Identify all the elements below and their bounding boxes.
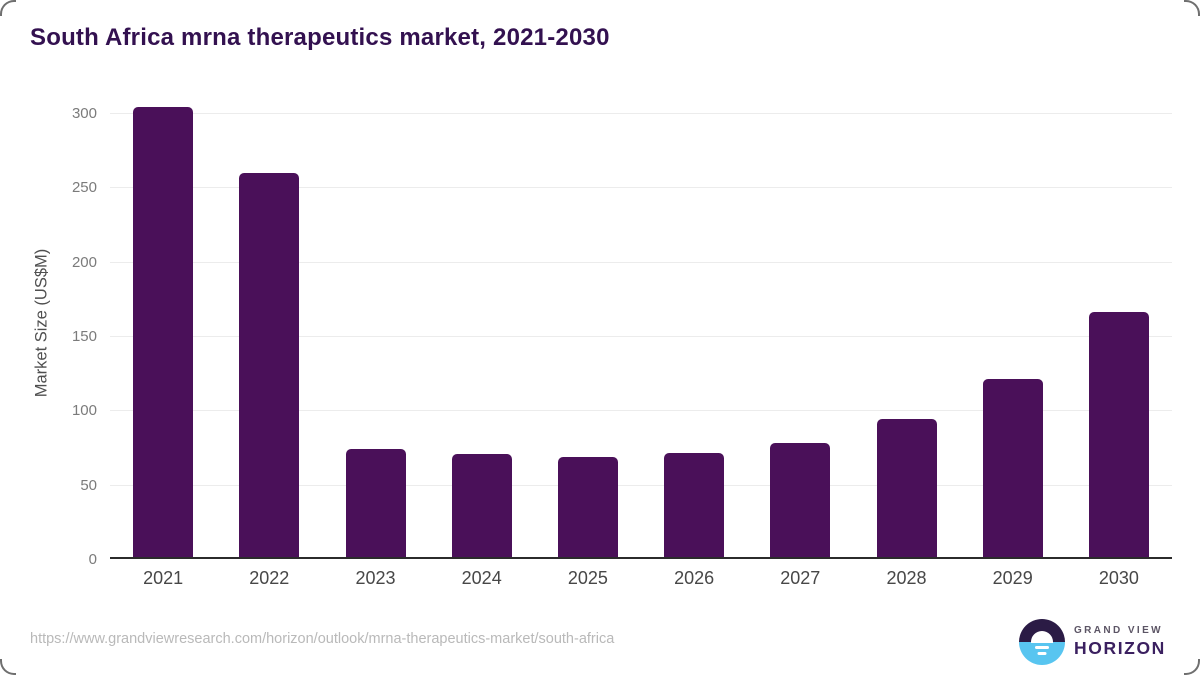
bar-2026[interactable] xyxy=(664,452,725,557)
bar-2025[interactable] xyxy=(557,457,618,557)
bar-2023[interactable] xyxy=(345,448,406,557)
icon-reflection-line-2 xyxy=(1037,651,1047,655)
x-tick-label-2022: 2022 xyxy=(249,568,290,588)
y-tick-label-300: 300 xyxy=(71,105,97,122)
chart-title: South Africa mrna therapeutics market, 2… xyxy=(30,24,610,51)
bar-2028[interactable] xyxy=(876,418,937,557)
plot-area xyxy=(110,106,1172,559)
gridline-50 xyxy=(110,484,1172,486)
bar-2021[interactable] xyxy=(133,106,194,557)
x-tick-label-2023: 2023 xyxy=(355,568,396,588)
bar-2022[interactable] xyxy=(239,173,300,557)
x-tick-label-2021: 2021 xyxy=(143,568,184,588)
bar-2030[interactable] xyxy=(1088,311,1149,557)
y-tick-label-200: 200 xyxy=(71,253,97,271)
y-tick-label-0: 0 xyxy=(88,551,97,568)
card-corner-top-right xyxy=(1184,0,1200,16)
grand-view-horizon-logo: GRAND VIEW HORIZON xyxy=(1019,619,1166,665)
x-tick-label-2025: 2025 xyxy=(567,568,608,588)
x-tick-label-2024: 2024 xyxy=(461,568,502,588)
source-url: https://www.grandviewresearch.com/horizo… xyxy=(30,631,615,647)
y-tick-label-150: 150 xyxy=(71,328,97,345)
icon-sky-half xyxy=(1019,619,1065,642)
gridline-200 xyxy=(110,261,1172,263)
brand-name-horizon: HORIZON xyxy=(1074,638,1166,658)
x-tick-label-2027: 2027 xyxy=(780,568,821,588)
bar-2029[interactable] xyxy=(982,378,1043,557)
gridline-100 xyxy=(110,410,1172,412)
x-tick-label-2026: 2026 xyxy=(674,568,715,588)
gridline-300 xyxy=(110,113,1172,114)
bar-2027[interactable] xyxy=(770,442,831,557)
icon-sun xyxy=(1031,631,1053,643)
card-corner-top-left xyxy=(0,0,16,16)
y-tick-label-100: 100 xyxy=(71,402,97,420)
card-corner-bottom-right xyxy=(1184,659,1200,675)
brand-name-grand-view: GRAND VIEW xyxy=(1074,625,1163,636)
gridline-250 xyxy=(110,187,1172,189)
x-tick-label-2029: 2029 xyxy=(992,568,1033,588)
y-tick-label-50: 50 xyxy=(80,476,97,494)
x-tick-label-2028: 2028 xyxy=(886,568,927,588)
x-axis-labels: 2021 2022 2023 2024 2025 2026 2027 2028 2029 2030 xyxy=(110,568,1172,594)
icon-reflection-line-1 xyxy=(1035,646,1049,650)
y-tick-label-250: 250 xyxy=(71,179,97,197)
horizon-sunrise-icon xyxy=(1019,619,1065,665)
gridline-150 xyxy=(110,336,1172,337)
card-corner-bottom-left xyxy=(0,659,16,675)
y-axis-tick-labels: 0 50 100 150 200 250 300 xyxy=(37,105,97,568)
logo-text: GRAND VIEW HORIZON xyxy=(1074,625,1166,659)
x-tick-label-2030: 2030 xyxy=(1098,568,1139,588)
bar-2024[interactable] xyxy=(451,454,512,557)
